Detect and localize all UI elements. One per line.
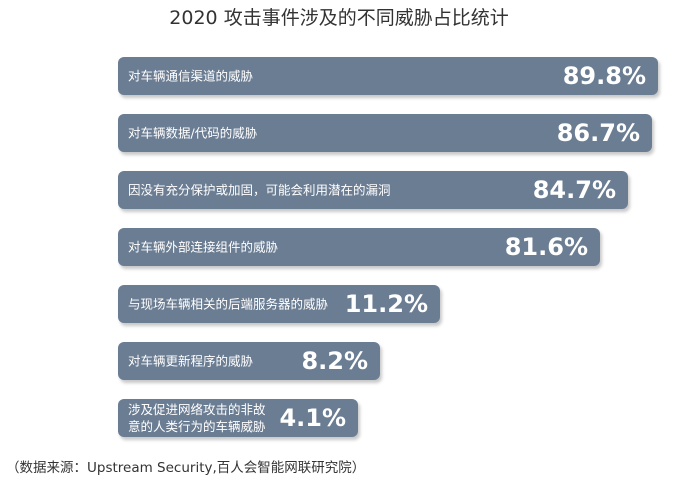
bar: 对车辆外部连接组件的威胁 81.6% — [118, 228, 600, 266]
bar: 涉及促进网络攻击的非故 意的人类行为的车辆威胁 4.1% — [118, 399, 358, 437]
bar: 与现场车辆相关的后端服务器的威胁 11.2% — [118, 285, 440, 323]
bar-value-label: 8.2% — [301, 347, 368, 375]
source-note: （数据来源：Upstream Security,百人会智能网联研究院） — [6, 460, 366, 476]
bar-label: 对车辆外部连接组件的威胁 — [128, 239, 279, 255]
bar-value-label: 89.8% — [562, 62, 646, 90]
bar-label: 涉及促进网络攻击的非故 意的人类行为的车辆威胁 — [128, 402, 266, 434]
bar-value-label: 81.6% — [504, 233, 588, 261]
bar: 对车辆数据/代码的威胁 86.7% — [118, 114, 652, 152]
bar-value-label: 86.7% — [556, 119, 640, 147]
bar-label: 与现场车辆相关的后端服务器的威胁 — [128, 296, 329, 312]
bar-value-label: 4.1% — [279, 404, 346, 432]
bar: 对车辆通信渠道的威胁 89.8% — [118, 57, 658, 95]
bar: 因没有充分保护或加固，可能会利用潜在的漏洞 84.7% — [118, 171, 628, 209]
bar-value-label: 11.2% — [344, 290, 428, 318]
bar-value-label: 84.7% — [532, 176, 616, 204]
bar-label: 对车辆通信渠道的威胁 — [128, 68, 254, 84]
bar: 对车辆更新程序的威胁 8.2% — [118, 342, 380, 380]
bar-label: 因没有充分保护或加固，可能会利用潜在的漏洞 — [128, 182, 391, 198]
bar-label: 对车辆数据/代码的威胁 — [128, 125, 258, 141]
chart-title: 2020 攻击事件涉及的不同威胁占比统计 — [169, 7, 509, 29]
bar-label: 对车辆更新程序的威胁 — [128, 353, 254, 369]
